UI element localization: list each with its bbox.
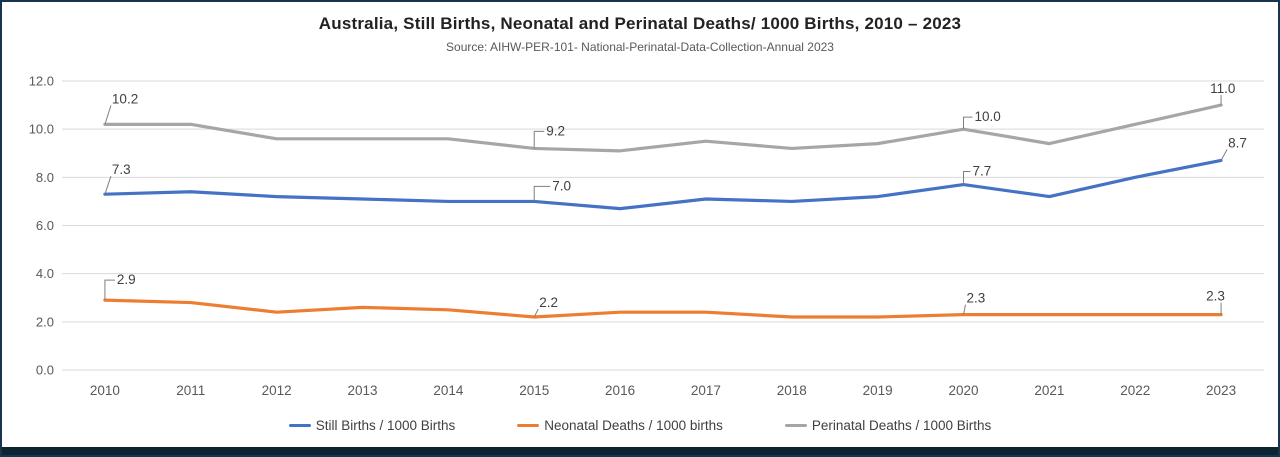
data-label-leader-line bbox=[104, 279, 115, 301]
data-label-leader-line bbox=[533, 130, 545, 149]
chart-source-subtitle: Source: AIHW-PER-101- National-Perinatal… bbox=[446, 40, 834, 54]
data-label-leader-line bbox=[963, 116, 973, 130]
data-label-leader-line bbox=[1220, 149, 1228, 161]
data-label-still-births-1000-births-2023: 8.7 bbox=[1228, 135, 1247, 150]
legend-label-perinatal-deaths: Perinatal Deaths / 1000 Births bbox=[811, 418, 992, 433]
data-label-neonatal-deaths-1000-births-2020: 2.3 bbox=[967, 291, 986, 306]
x-axis-tick-label: 2014 bbox=[433, 383, 464, 398]
y-axis-tick-label: 8.0 bbox=[36, 170, 54, 185]
x-axis-tick-label: 2010 bbox=[90, 383, 120, 398]
x-axis-tick-label: 2021 bbox=[1034, 383, 1064, 398]
x-axis-tick-label: 2017 bbox=[691, 383, 721, 398]
y-axis-tick-label: 10.0 bbox=[29, 122, 54, 137]
data-label-perinatal-deaths-1000-births-2015: 9.2 bbox=[546, 123, 565, 138]
data-label-still-births-1000-births-2015: 7.0 bbox=[552, 178, 571, 193]
legend-swatch-perinatal-deaths bbox=[784, 423, 807, 428]
data-label-leader-line bbox=[533, 308, 539, 318]
chart-legend: Still Births / 1000 Births Neonatal Deat… bbox=[2, 418, 1278, 433]
legend-swatch-still-births bbox=[288, 423, 311, 428]
x-axis-tick-label: 2013 bbox=[347, 383, 377, 398]
data-label-still-births-1000-births-2020: 7.7 bbox=[973, 164, 992, 179]
data-label-leader-line bbox=[533, 185, 551, 202]
legend-label-still-births: Still Births / 1000 Births bbox=[315, 418, 456, 433]
series-line-still-births-1000-births bbox=[103, 158, 1223, 211]
x-axis-tick-label: 2015 bbox=[519, 383, 549, 398]
x-axis-tick-label: 2019 bbox=[863, 383, 893, 398]
x-axis-tick-label: 2022 bbox=[1120, 383, 1150, 398]
data-label-leader-line bbox=[104, 176, 112, 195]
legend-label-neonatal-deaths: Neonatal Deaths / 1000 births bbox=[544, 418, 723, 433]
series-line-neonatal-deaths-1000-births bbox=[103, 298, 1223, 319]
data-label-neonatal-deaths-1000-births-2023: 2.3 bbox=[1206, 289, 1225, 304]
data-label-leader-line bbox=[963, 304, 966, 315]
y-axis-tick-label: 12.0 bbox=[29, 74, 54, 89]
legend-item-perinatal-deaths: Perinatal Deaths / 1000 Births bbox=[784, 418, 992, 433]
x-axis-tick-label: 2016 bbox=[605, 383, 635, 398]
y-axis-tick-label: 2.0 bbox=[36, 314, 54, 329]
chart-title: Australia, Still Births, Neonatal and Pe… bbox=[318, 14, 962, 33]
legend-swatch-neonatal-deaths bbox=[517, 423, 540, 428]
data-label-perinatal-deaths-1000-births-2010: 10.2 bbox=[112, 91, 138, 106]
x-axis-tick-label: 2011 bbox=[176, 383, 205, 398]
x-axis-tick-label: 2020 bbox=[948, 383, 978, 398]
data-label-still-births-1000-births-2010: 7.3 bbox=[112, 162, 131, 177]
x-axis-tick-label: 2018 bbox=[777, 383, 807, 398]
x-axis-tick-label: 2023 bbox=[1206, 383, 1236, 398]
data-label-neonatal-deaths-1000-births-2015: 2.2 bbox=[539, 295, 558, 310]
y-axis-tick-label: 4.0 bbox=[36, 266, 54, 281]
bottom-accent-bar bbox=[2, 447, 1278, 455]
series-line-perinatal-deaths-1000-births bbox=[103, 103, 1223, 153]
data-label-neonatal-deaths-1000-births-2010: 2.9 bbox=[117, 272, 136, 287]
y-axis-tick-label: 0.0 bbox=[36, 363, 54, 378]
data-label-leader-line bbox=[104, 105, 112, 125]
legend-item-neonatal-deaths: Neonatal Deaths / 1000 births bbox=[517, 418, 723, 433]
y-axis-tick-label: 6.0 bbox=[36, 218, 54, 233]
legend-item-still-births: Still Births / 1000 Births bbox=[288, 418, 456, 433]
x-axis-tick-label: 2012 bbox=[262, 383, 292, 398]
data-label-perinatal-deaths-1000-births-2020: 10.0 bbox=[975, 109, 1001, 124]
data-label-leader-line bbox=[963, 171, 971, 185]
data-label-perinatal-deaths-1000-births-2023: 11.0 bbox=[1210, 81, 1235, 96]
